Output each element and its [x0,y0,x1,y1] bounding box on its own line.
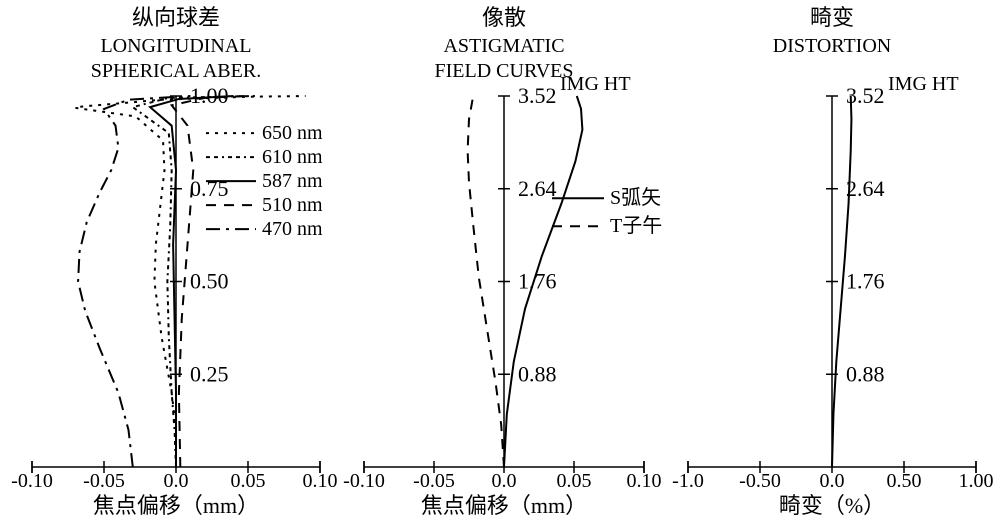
svg-text:1.76: 1.76 [518,269,557,294]
svg-text:IMG HT: IMG HT [560,73,631,95]
svg-text:像散: 像散 [482,5,526,30]
svg-text:587 nm: 587 nm [262,170,323,192]
svg-text:SPHERICAL ABER.: SPHERICAL ABER. [91,60,261,82]
svg-text:2.64: 2.64 [518,176,557,201]
panel-dist: 畸变 DISTORTION IMG HT3.52 2.64 1.76 0.88 -1.0 -0… [666,0,998,526]
svg-text:0.75: 0.75 [190,176,229,201]
svg-text:0.05: 0.05 [231,470,266,492]
svg-text:-0.50: -0.50 [739,470,781,492]
svg-text:3.52: 3.52 [846,83,885,108]
svg-text:0.25: 0.25 [190,361,229,386]
panel-astig: 像散 ASTIGMATIC FIELD CURVESIMG HT3.52 2.64 1.… [342,0,666,526]
svg-text:IMG HT: IMG HT [888,73,959,95]
svg-text:470 nm: 470 nm [262,218,323,240]
svg-text:FIELD CURVES: FIELD CURVES [435,60,574,82]
svg-text:纵向球差: 纵向球差 [132,5,220,30]
svg-text:510 nm: 510 nm [262,194,323,216]
svg-text:0.05: 0.05 [557,470,592,492]
svg-text:0.50: 0.50 [887,470,922,492]
svg-text:1.76: 1.76 [846,269,885,294]
svg-text:-1.0: -1.0 [672,470,704,492]
svg-text:DISTORTION: DISTORTION [773,35,891,57]
svg-text:0.88: 0.88 [846,361,885,386]
svg-text:T子午: T子午 [610,214,662,237]
svg-text:0.0: 0.0 [164,470,189,492]
svg-text:-0.10: -0.10 [11,470,53,492]
svg-text:焦点偏移（mm）: 焦点偏移（mm） [421,493,587,518]
svg-text:3.52: 3.52 [518,83,557,108]
svg-text:610 nm: 610 nm [262,146,323,168]
svg-text:0.50: 0.50 [190,269,229,294]
plots-container: 纵向球差LONGITUDINALSPHERICAL ABER.1.000.750… [0,0,1000,526]
svg-text:0.10: 0.10 [303,470,338,492]
svg-text:畸变: 畸变 [810,5,854,30]
panel-lsa: 纵向球差 LONGITUDINAL SPHERICAL ABER.1.00 0.75 0… [10,0,342,526]
svg-text:-0.05: -0.05 [413,470,455,492]
svg-text:焦点偏移（mm）: 焦点偏移（mm） [93,493,259,518]
svg-text:LONGITUDINAL: LONGITUDINAL [100,35,251,57]
svg-text:0.0: 0.0 [820,470,845,492]
svg-text:S弧矢: S弧矢 [610,186,661,209]
svg-text:0.10: 0.10 [627,470,662,492]
svg-text:2.64: 2.64 [846,176,885,201]
svg-text:1.00: 1.00 [190,83,229,108]
svg-text:650 nm: 650 nm [262,122,323,144]
svg-text:0.88: 0.88 [518,361,557,386]
svg-text:-0.10: -0.10 [343,470,385,492]
svg-text:ASTIGMATIC: ASTIGMATIC [443,35,564,57]
svg-text:1.00: 1.00 [959,470,994,492]
svg-text:畸变（%）: 畸变（%） [779,493,885,518]
svg-text:-0.05: -0.05 [83,470,125,492]
svg-text:0.0: 0.0 [492,470,517,492]
